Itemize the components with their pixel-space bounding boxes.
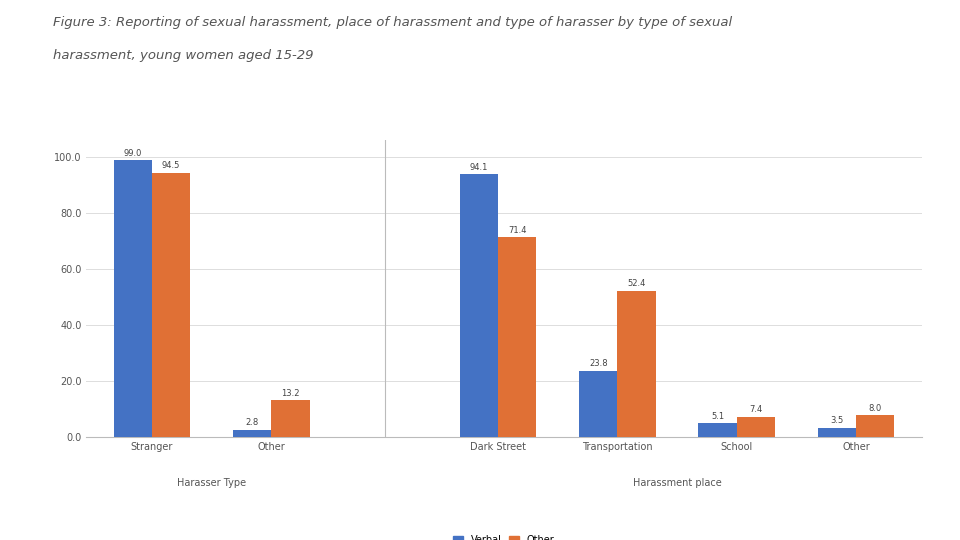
- Legend: Verbal, Other: Verbal, Other: [449, 531, 559, 540]
- Bar: [856, 415, 894, 437]
- Bar: [498, 238, 537, 437]
- Text: 99.0: 99.0: [124, 149, 142, 158]
- Text: harassment, young women aged 15-29: harassment, young women aged 15-29: [53, 49, 313, 62]
- Bar: [617, 291, 656, 437]
- Text: 2.8: 2.8: [246, 418, 259, 427]
- Bar: [272, 401, 309, 437]
- Bar: [152, 173, 190, 437]
- Bar: [233, 429, 272, 437]
- Text: 7.4: 7.4: [749, 406, 762, 414]
- Text: 3.5: 3.5: [830, 416, 844, 426]
- Text: Harassment place: Harassment place: [633, 478, 721, 488]
- Text: 5.1: 5.1: [711, 412, 724, 421]
- Bar: [460, 174, 498, 437]
- Bar: [736, 417, 775, 437]
- Bar: [818, 428, 856, 437]
- Text: 94.5: 94.5: [162, 161, 180, 171]
- Text: 94.1: 94.1: [469, 163, 488, 172]
- Text: 23.8: 23.8: [588, 360, 608, 368]
- Text: 71.4: 71.4: [508, 226, 526, 235]
- Bar: [579, 371, 617, 437]
- Text: 52.4: 52.4: [627, 279, 646, 288]
- Text: Figure 3: Reporting of sexual harassment, place of harassment and type of harass: Figure 3: Reporting of sexual harassment…: [53, 16, 732, 29]
- Bar: [114, 160, 152, 437]
- Text: 8.0: 8.0: [869, 404, 881, 413]
- Text: Harasser Type: Harasser Type: [177, 478, 247, 488]
- Bar: [699, 423, 736, 437]
- Text: 13.2: 13.2: [281, 389, 300, 398]
